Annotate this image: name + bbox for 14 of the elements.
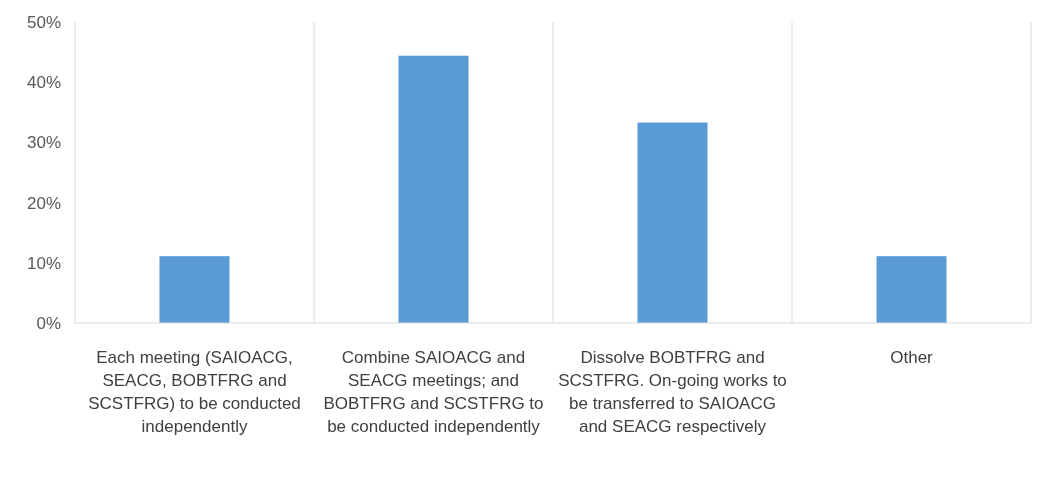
y-tick-label: 30% xyxy=(26,133,61,153)
y-tick-label: 50% xyxy=(26,12,61,32)
y-tick-label: 20% xyxy=(26,193,61,213)
x-tick-label: Combine SAIOACG and SEACG meetings; and BOBTFRG and SCSTFRG to be conducted independently xyxy=(323,348,544,436)
bar xyxy=(876,256,947,323)
x-tick-label: Dissolve BOBTFRG and SCSTFRG. On-going works to be transferred to SAIOACG and SEACG respectively xyxy=(558,348,787,436)
bar xyxy=(398,55,469,323)
x-tick-label: Other xyxy=(890,348,934,367)
y-tick-label: 0% xyxy=(36,313,61,333)
x-tick-label: Each meeting (SAIOACG, SEACG, BOBTFRG and SCSTFRG) to be conducted independently xyxy=(88,348,301,436)
y-tick-label: 10% xyxy=(26,253,61,273)
y-tick-label: 40% xyxy=(26,73,61,93)
bar xyxy=(637,122,708,323)
bar xyxy=(159,256,230,323)
